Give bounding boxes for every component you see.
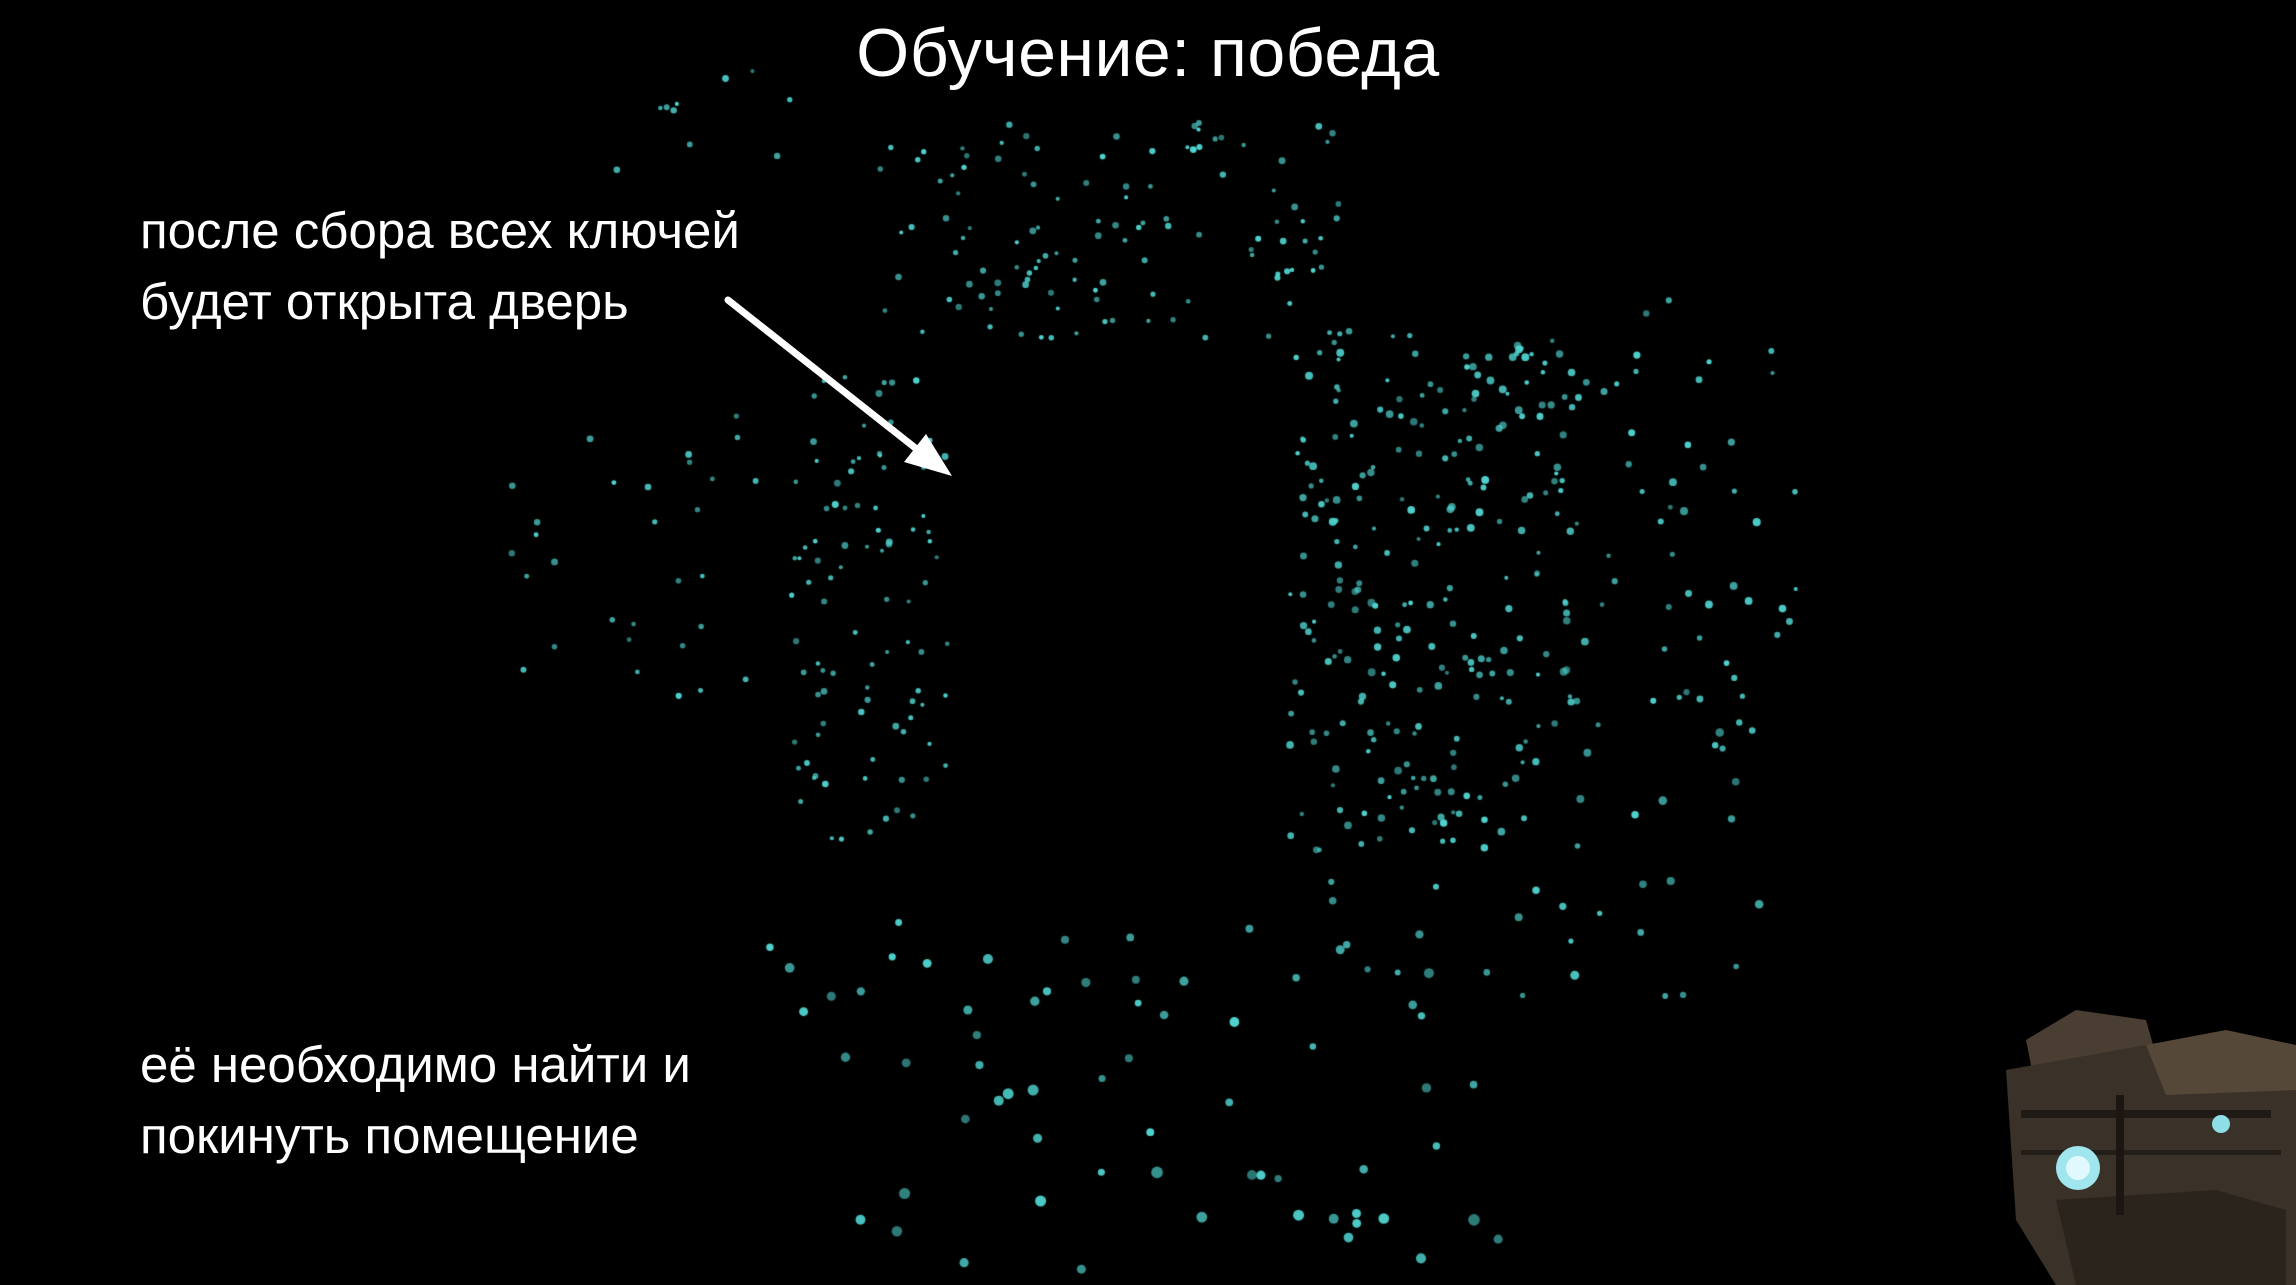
hint-exit-line-2: покинуть помещение <box>140 1107 639 1164</box>
hint-door-line-1: после сбора всех ключей <box>140 202 740 259</box>
hint-door-line-2: будет открыта дверь <box>140 273 629 330</box>
hint-door: после сбора всех ключей будет открыта дв… <box>140 195 740 337</box>
hint-exit-line-1: её необходимо найти и <box>140 1036 691 1093</box>
hint-exit: её необходимо найти и покинуть помещение <box>140 1029 691 1171</box>
blaster-icon <box>2006 1010 2296 1285</box>
page-title: Обучение: победа <box>856 15 1440 91</box>
